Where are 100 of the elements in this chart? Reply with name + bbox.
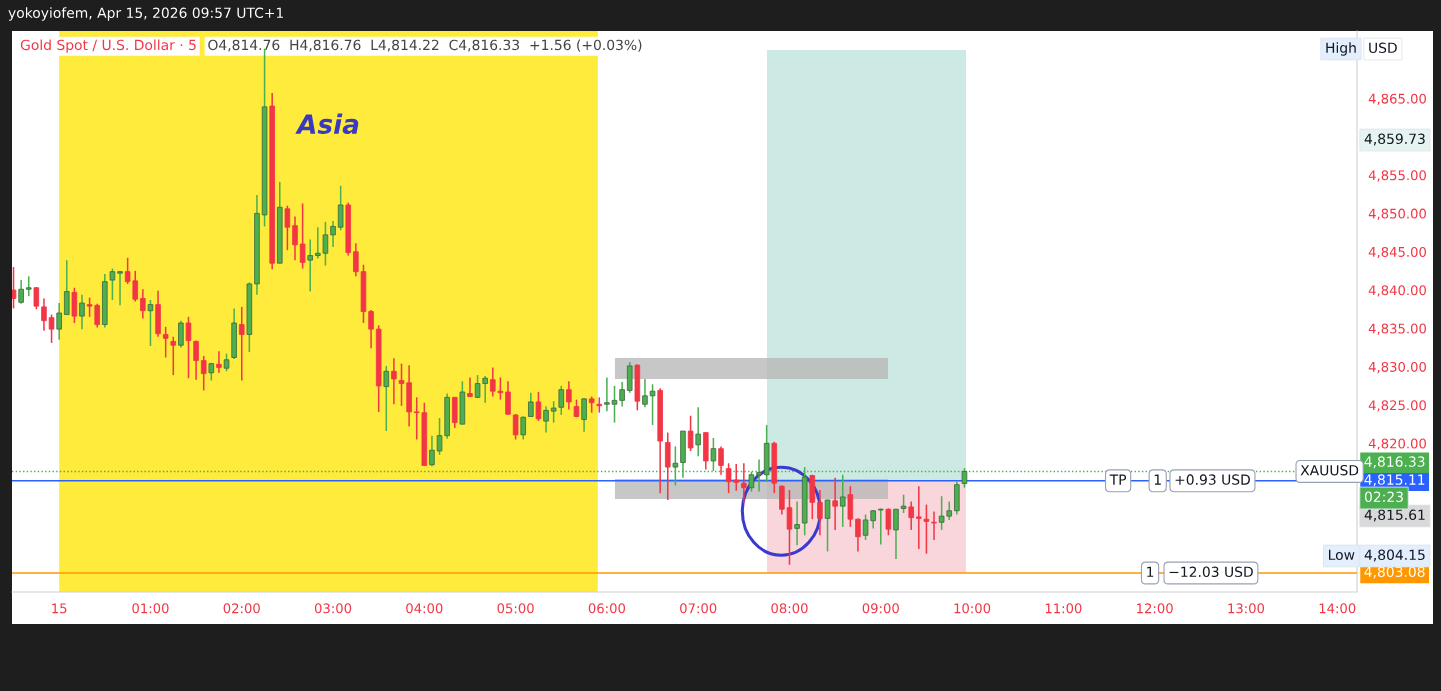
- candlestick: [718, 445, 724, 476]
- x-tick-label: 10:00: [954, 603, 991, 614]
- candlestick: [885, 507, 892, 537]
- candlestick: [48, 313, 55, 344]
- text: yokoyiofem, Apr 15, 2026 09:57 UTC+1: [8, 7, 283, 21]
- candlestick: [429, 434, 435, 468]
- candlestick: [383, 365, 390, 432]
- x-tick-label: 09:00: [862, 603, 899, 614]
- y-tick-label: 4,830.00: [1368, 361, 1426, 374]
- candlestick: [710, 437, 717, 472]
- candlestick: [178, 319, 184, 349]
- x-tick-label: 07:00: [680, 603, 717, 614]
- candlestick: [824, 499, 831, 553]
- annotation: +0.93 USD: [1175, 474, 1250, 485]
- candlestick: [923, 503, 930, 555]
- candlestick: [162, 326, 169, 359]
- x-tick-label: 05:00: [497, 603, 534, 614]
- candlestick: [908, 500, 914, 531]
- y-tick-label: 4,840.00: [1368, 285, 1426, 297]
- annotation: XAUUSD: [1300, 464, 1359, 476]
- candlestick: [292, 215, 298, 261]
- band-label: Asia: [295, 113, 359, 135]
- y-tick-label: 4,835.00: [1368, 323, 1426, 335]
- candlestick: [41, 297, 47, 332]
- candlestick: [748, 470, 755, 493]
- candlestick: [900, 493, 907, 514]
- x-tick-label: 15: [52, 603, 67, 614]
- candlestick: [284, 204, 291, 251]
- candlestick: [299, 202, 306, 270]
- annotation: Low: [1329, 549, 1355, 561]
- candlestick: [520, 415, 526, 441]
- y-tick-label: 4,845.00: [1368, 246, 1426, 259]
- candlestick: [535, 391, 542, 422]
- candlestick: [140, 288, 146, 320]
- candlestick: [56, 302, 62, 341]
- y-tick-label: 4,865.00: [1368, 93, 1426, 105]
- x-tick-label: 03:00: [314, 603, 352, 614]
- y-tick-label: 4,825.00: [1368, 400, 1426, 412]
- candlestick: [528, 391, 534, 418]
- x-tick-label: 14:00: [1319, 603, 1356, 614]
- candlestick: [467, 376, 473, 398]
- candlestick: [741, 462, 747, 504]
- candlestick: [877, 507, 884, 546]
- candlestick: [79, 293, 85, 330]
- candlestick: [893, 508, 899, 560]
- candlestick: [839, 473, 846, 528]
- annotation: TP: [1109, 474, 1127, 485]
- candlestick: [216, 350, 222, 374]
- x-tick-label: 13:00: [1228, 603, 1265, 614]
- candlestick: [12, 266, 17, 310]
- candlestick: [200, 355, 207, 392]
- text: 02:23: [1364, 491, 1403, 503]
- x-tick-label: 01:00: [132, 603, 169, 614]
- candlestick: [581, 397, 587, 433]
- x-tick-label: 06:00: [588, 603, 626, 614]
- ref-line-label: 4,803.08: [1364, 566, 1425, 579]
- candlestick: [170, 336, 177, 376]
- candlestick: [649, 383, 656, 426]
- ref-line-label: 4,815.11: [1364, 474, 1425, 487]
- candlestick: [817, 489, 823, 537]
- y-tick-label: 4,820.00: [1368, 438, 1426, 450]
- y-tick-label: 4,850.00: [1368, 208, 1426, 220]
- candlestick: [687, 414, 694, 452]
- candlestick: [25, 275, 32, 297]
- candlestick: [916, 485, 922, 550]
- candlestick: [931, 510, 937, 541]
- candlestick: [117, 270, 123, 307]
- candlestick: [18, 279, 24, 305]
- text: Gold Spot / U.S. Dollar · 5: [20, 39, 196, 53]
- candlestick: [604, 376, 610, 412]
- candlestick: [307, 238, 313, 293]
- candlestick: [543, 405, 549, 434]
- text: O4,814.76 H4,816.76 L4,814.22 C4,816.33 +1.56 (+0.03%): [208, 39, 642, 52]
- candlestick: [391, 357, 397, 405]
- candlestick: [505, 380, 511, 416]
- ref-line-label: 4,816.33: [1364, 456, 1425, 469]
- candlestick: [566, 380, 572, 411]
- annotation: 1: [1147, 566, 1154, 577]
- candlestick: [855, 517, 861, 553]
- annotation: −12.03 USD: [1169, 566, 1253, 578]
- candlestick: [147, 299, 154, 347]
- text: USD: [1369, 42, 1397, 54]
- candlestick: [71, 286, 78, 324]
- candlestick: [642, 378, 648, 409]
- x-tick-label: 08:00: [771, 603, 808, 614]
- candlestick: [238, 306, 245, 382]
- candlestick: [109, 267, 116, 301]
- candlestick: [961, 467, 968, 489]
- candlestick: [368, 309, 374, 350]
- annotation: High: [1326, 42, 1356, 56]
- text: 4,815.61: [1364, 509, 1425, 522]
- candlestick: [185, 316, 192, 379]
- candlestick: [330, 220, 336, 248]
- text: 4,859.73: [1364, 133, 1425, 146]
- candlestick: [512, 413, 519, 441]
- candlestick: [64, 259, 70, 316]
- candlestick: [695, 406, 701, 458]
- x-tick-label: 04:00: [406, 603, 443, 614]
- candlestick: [337, 185, 344, 232]
- annotation: 1: [1154, 474, 1161, 485]
